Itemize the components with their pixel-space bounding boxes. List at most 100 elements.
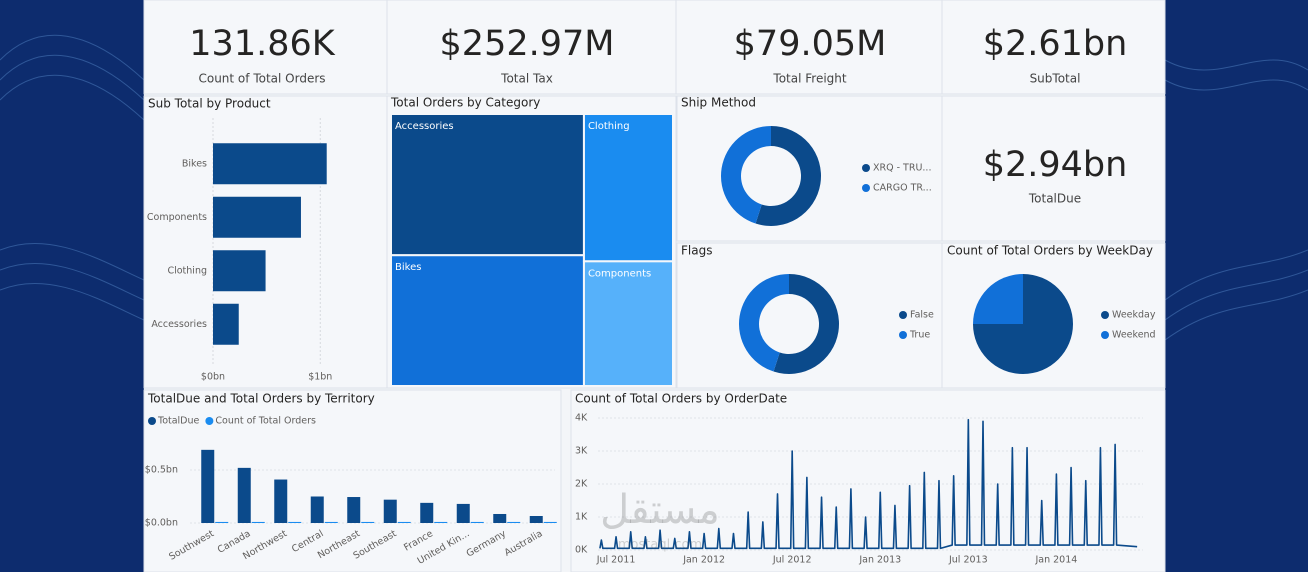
x-tick-label: Jul 2012 (772, 555, 812, 566)
legend-label: XRQ - TRU... (873, 163, 931, 174)
y-tick-label: 3K (575, 446, 588, 457)
bar (215, 521, 229, 523)
bar (201, 449, 215, 523)
bar (434, 521, 448, 523)
chart-title: Sub Total by Product (148, 97, 271, 111)
y-tick-label: Clothing (167, 265, 207, 276)
tile (941, 0, 1166, 95)
y-tick-label: 2K (575, 479, 588, 490)
bar (347, 497, 361, 523)
kpi-value: $2.61bn (983, 24, 1128, 64)
x-tick-label: $1bn (308, 372, 332, 383)
bar (493, 513, 507, 523)
bar (213, 143, 327, 185)
legend-label: Weekend (1112, 330, 1156, 341)
chart-title: Count of Total Orders by WeekDay (947, 244, 1153, 258)
treemap-tile (582, 113, 675, 263)
bar (288, 521, 302, 523)
bar (274, 479, 288, 523)
y-tick-label: 0K (575, 545, 588, 556)
line (599, 418, 1138, 550)
bar (251, 521, 265, 523)
y-tick-label: Bikes (182, 158, 207, 169)
bar (470, 521, 484, 523)
slice (973, 274, 1023, 324)
bar (213, 196, 301, 238)
bar (529, 516, 543, 523)
legend-label: CARGO TR... (873, 183, 932, 194)
chart-title: Flags (681, 244, 712, 258)
y-tick-label: $0.5bn (145, 464, 178, 475)
bar (310, 496, 324, 523)
legend-marker (862, 164, 870, 172)
watermark-url: mostaql.com (618, 538, 702, 553)
legend-marker (1101, 331, 1109, 339)
kpi-label: Count of Total Orders (198, 72, 325, 86)
x-tick-label: Jan 2013 (858, 555, 901, 566)
x-tick-label: Jan 2012 (682, 555, 725, 566)
x-tick-label: Jul 2011 (596, 555, 636, 566)
legend-marker (1101, 311, 1109, 319)
bar (213, 250, 266, 292)
legend-marker (899, 311, 907, 319)
treemap-label: Clothing (588, 121, 630, 132)
slice (755, 126, 821, 227)
bar (361, 521, 375, 523)
y-tick-label: Accessories (151, 319, 207, 330)
legend-label: Count of Total Orders (215, 416, 316, 427)
kpi-value: $2.94bn (983, 145, 1128, 185)
watermark: مستقل (600, 487, 720, 533)
kpi-value: 131.86K (189, 24, 335, 64)
kpi-value: $252.97M (440, 24, 615, 64)
slice (739, 274, 789, 372)
treemap-label: Bikes (395, 262, 421, 273)
legend-marker (862, 184, 870, 192)
chart-title: Total Orders by Category (390, 96, 540, 110)
treemap-tile (390, 254, 585, 387)
chart-title: Ship Method (681, 96, 756, 110)
legend-label: TotalDue (157, 416, 200, 427)
kpi-value: $79.05M (734, 24, 887, 64)
kpi-label: TotalDue (1028, 192, 1081, 206)
x-tick-label: $0bn (201, 372, 225, 383)
legend-marker (148, 417, 156, 425)
bar (324, 521, 338, 523)
tile (143, 95, 388, 389)
tile (143, 0, 388, 95)
y-tick-label: $0.0bn (145, 518, 178, 529)
chart-title: TotalDue and Total Orders by Territory (147, 392, 375, 406)
background-waves (0, 34, 1308, 341)
bar (420, 502, 434, 523)
treemap-label: Accessories (395, 121, 454, 132)
bar (507, 521, 521, 523)
kpi-label: SubTotal (1030, 72, 1081, 86)
tile (941, 95, 1166, 242)
legend-label: False (910, 310, 934, 321)
y-tick-label: 1K (575, 512, 588, 523)
treemap-tile (582, 260, 675, 388)
bar (456, 503, 470, 523)
legend-marker (205, 417, 214, 425)
tile (570, 389, 1166, 572)
tile (675, 0, 943, 95)
slice (773, 274, 839, 374)
chart-title: Count of Total Orders by OrderDate (575, 392, 787, 406)
x-tick-label: Jul 2013 (948, 555, 988, 566)
treemap-label: Components (588, 268, 651, 279)
y-tick-label: Components (147, 212, 207, 223)
slice (721, 126, 771, 224)
legend-label: Weekday (1112, 310, 1156, 321)
bar (213, 303, 239, 345)
kpi-label: Total Tax (500, 72, 553, 86)
treemap-tile (390, 113, 585, 257)
bar (237, 467, 251, 523)
legend-label: True (909, 330, 930, 341)
bar (397, 521, 411, 523)
legend-marker (899, 331, 907, 339)
bar (383, 499, 397, 523)
x-tick-label: Jan 2014 (1034, 555, 1077, 566)
bar (543, 521, 557, 523)
y-tick-label: 4K (575, 413, 588, 424)
